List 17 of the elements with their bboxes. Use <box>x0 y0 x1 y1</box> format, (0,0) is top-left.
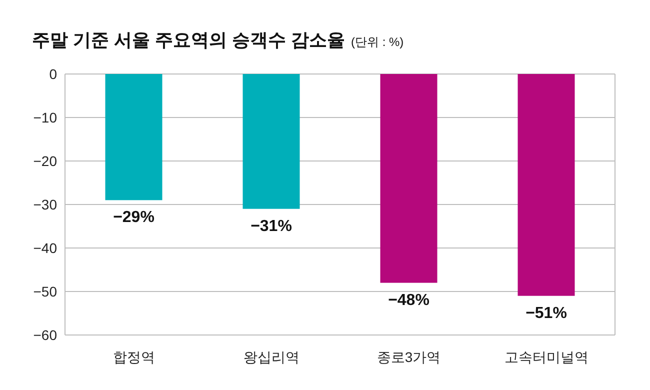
x-tick-label: 합정역 <box>112 349 155 365</box>
y-tick-label: −40 <box>33 240 58 256</box>
y-tick-label: −30 <box>33 196 58 212</box>
x-tick-label: 고속터미널역 <box>504 349 588 365</box>
chart-title: 주말 기준 서울 주요역의 승객수 감소율 <box>32 30 346 50</box>
y-tick-label: −10 <box>33 110 58 126</box>
data-label: −31% <box>250 218 292 235</box>
y-tick-label: −60 <box>33 327 58 343</box>
x-tick-label: 종로3가역 <box>376 349 441 365</box>
y-tick-label: −50 <box>33 284 58 300</box>
y-tick-label: 0 <box>49 66 58 82</box>
chart-subtitle: (단위 : %) <box>351 35 404 49</box>
data-label: −48% <box>388 292 430 309</box>
y-tick-label: −20 <box>33 153 58 169</box>
data-label: −29% <box>113 209 154 226</box>
data-label: −51% <box>526 304 567 322</box>
x-tick-label: 왕십리역 <box>243 349 300 365</box>
